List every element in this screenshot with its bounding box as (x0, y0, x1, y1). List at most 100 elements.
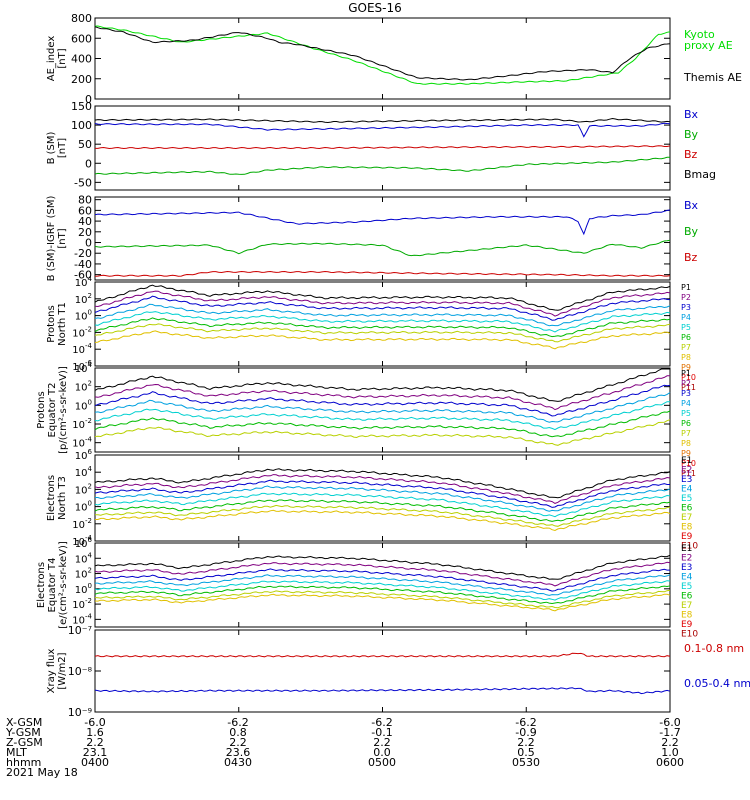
legend-entry: P4 (681, 399, 691, 408)
legend-entry: E3 (681, 563, 692, 573)
y-tick-label: 0 (85, 93, 92, 106)
y-tick-label: 150 (71, 100, 92, 113)
y-tick-label: 10-4 (72, 342, 92, 356)
series-e7 (94, 589, 671, 609)
legend-entry: Bx (684, 199, 699, 212)
series-e6 (94, 585, 671, 605)
orbit-value: 2.2 (661, 736, 679, 749)
series-e8 (95, 509, 671, 532)
legend-entry: P1 (681, 369, 691, 378)
series-p7 (94, 419, 671, 446)
legend-entry: E10 (681, 542, 698, 552)
series-p8 (94, 330, 671, 350)
y-axis-label: Protons (36, 391, 47, 428)
series-p6 (94, 317, 671, 338)
y-tick-label: 50 (78, 138, 92, 151)
legend-entry: P8 (681, 439, 691, 448)
y-tick-label: -60 (74, 269, 92, 282)
series-p2 (94, 375, 670, 411)
y-tick-label: 10⁻⁸ (68, 665, 93, 678)
orbit-value: 0.8 (229, 726, 247, 739)
y-tick-label: 10-6 (72, 359, 92, 373)
y-tick-label: 80 (78, 194, 92, 207)
legend-entry: P5 (681, 323, 691, 332)
y-axis-label: Equator T2 (47, 383, 58, 438)
legend-entry: P11 (681, 469, 696, 478)
y-axis-label: [nT] (57, 228, 68, 248)
y-tick-label: 102 (75, 482, 92, 496)
legend-entry: Bz (684, 251, 698, 264)
legend-entry: By (684, 128, 699, 141)
series-e2 (94, 561, 671, 587)
series-p1 (94, 368, 670, 402)
legend-entry: By (684, 225, 699, 238)
y-axis-label: [nT] (57, 138, 68, 158)
orbit-value: -6.2 (371, 716, 392, 729)
legend-entry: P10 (681, 373, 696, 382)
y-tick-label: 60 (78, 204, 92, 217)
orbit-value: -0.9 (515, 726, 536, 739)
orbit-value: 0600 (656, 756, 684, 769)
y-tick-label: 100 (75, 582, 92, 596)
y-axis-label: [W/m2] (57, 652, 68, 689)
series-bz (94, 270, 671, 277)
y-tick-label: 104 (75, 275, 93, 289)
y-tick-label: 800 (71, 12, 92, 25)
series-e3 (94, 479, 670, 508)
series-p3 (94, 384, 671, 417)
series-e2 (94, 474, 671, 504)
legend-entry: E5 (681, 582, 692, 592)
series-e6 (94, 499, 671, 522)
legend-entry: P11 (681, 383, 696, 392)
legend-entry: 0.05-0.4 nm (684, 677, 750, 690)
series-p5 (94, 311, 671, 333)
legend-entry: E6 (681, 504, 693, 514)
orbit-value: -6.0 (84, 716, 105, 729)
y-axis-label: B (SM) (46, 131, 57, 164)
legend-entry: P4 (681, 313, 691, 322)
orbit-value: 0500 (368, 756, 396, 769)
series-bmag (94, 117, 671, 124)
y-tick-label: 10⁻⁷ (68, 624, 92, 637)
y-axis-label: Electrons (36, 562, 47, 608)
legend-entry: P9 (681, 449, 691, 458)
legend-entry: P7 (681, 429, 691, 438)
legend-entry: P3 (681, 389, 691, 398)
legend-entry: Bmag (684, 168, 716, 181)
y-tick-label: 100 (71, 119, 92, 132)
legend-entry: E1 (681, 456, 692, 466)
y-axis-label: B (SM)-IGRF (SM) (46, 196, 57, 282)
y-tick-label: 10-4 (72, 534, 92, 548)
y-tick-label: 102 (75, 380, 92, 394)
y-tick-label: 0 (85, 237, 92, 250)
legend-entry: P2 (681, 293, 691, 302)
legend-entry: E10 (681, 630, 698, 640)
series-e4 (95, 574, 671, 596)
series-bx (94, 122, 671, 138)
series-by (94, 156, 671, 175)
series-themis-ae (94, 26, 671, 81)
panel-frame (94, 196, 671, 281)
series-bx (94, 209, 671, 236)
legend-entry: Bx (684, 108, 699, 121)
legend-entry: Themis AE (683, 71, 742, 84)
y-tick-label: 600 (71, 32, 92, 45)
orbit-table: X-GSM -6.0 -6.2 -6.2 -6.2 -6.0 Y-GSM 1.6 0.8 -0.1… (5, 716, 684, 769)
y-tick-label: -50 (74, 176, 92, 189)
y-tick-label: 10⁻⁹ (68, 706, 92, 719)
series-0-05-0-4-nm (94, 687, 671, 695)
legend-entry: P9 (681, 363, 691, 372)
orbit-value: 0.0 (373, 746, 391, 759)
legend-entry: E1 (681, 544, 692, 554)
legend-entry: E2 (681, 466, 692, 476)
y-tick-label: 10-4 (72, 612, 92, 626)
panel-frame (94, 17, 671, 100)
orbit-row-label: hhmm (6, 756, 41, 769)
legend-entry: E4 (681, 573, 693, 583)
series-e7 (94, 504, 671, 527)
y-axis-label: Protons (46, 305, 57, 342)
y-tick-label: 10-2 (72, 325, 92, 339)
